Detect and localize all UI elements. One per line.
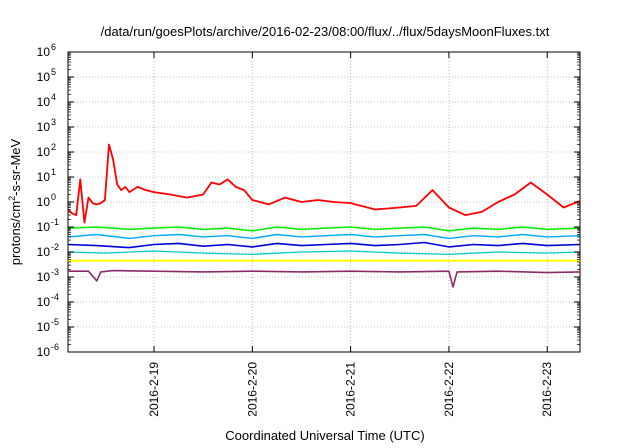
y-tick-exponent: -2	[51, 242, 59, 252]
y-axis-label-prefix: protons/cm	[8, 201, 23, 265]
series-line-5	[67, 250, 581, 256]
series-line-3	[67, 233, 581, 240]
y-tick-label: 10	[37, 245, 51, 259]
y-tick-exponent: 2	[51, 142, 56, 152]
x-axis-label: Coordinated Universal Time (UTC)	[225, 428, 424, 443]
y-tick-label: 10	[37, 320, 51, 334]
x-axis: 2016-2-19 2016-2-20 2016-2-21 2016-2-22 2016…	[147, 52, 554, 417]
series-line-4	[67, 241, 581, 249]
y-tick-label: 10	[37, 70, 51, 84]
y-tick-label: 10	[37, 45, 51, 59]
x-tick-label: 2016-2-23	[540, 362, 554, 417]
y-tick-exponent: 1	[51, 167, 56, 177]
y-axis: 10 -610 -510 -410 -310 -210 -110 010 110 210 310 41…	[37, 42, 580, 359]
y-tick-label: 10	[37, 170, 51, 184]
chart-title: /data/run/goesPlots/archive/2016-02-23/0…	[101, 24, 550, 39]
y-tick-exponent: 5	[51, 67, 56, 77]
grid	[68, 52, 580, 352]
series-line-1	[67, 143, 581, 224]
y-tick-label: 10	[37, 95, 51, 109]
y-tick-label: 10	[37, 345, 51, 359]
y-tick-label: 10	[37, 295, 51, 309]
series-line-7	[68, 269, 581, 288]
y-tick-exponent: -6	[51, 342, 59, 352]
y-tick-exponent: -5	[51, 317, 59, 327]
x-tick-label: 2016-2-22	[442, 362, 456, 417]
y-tick-exponent: 4	[51, 92, 56, 102]
y-tick-label: 10	[37, 220, 51, 234]
y-tick-exponent: -1	[51, 217, 59, 227]
x-tick-label: 2016-2-21	[344, 362, 358, 417]
y-tick-exponent: 3	[51, 117, 56, 127]
y-tick-exponent: 0	[51, 192, 56, 202]
y-tick-label: 10	[37, 120, 51, 134]
y-tick-exponent: 6	[51, 42, 56, 52]
x-tick-label: 2016-2-20	[245, 362, 259, 417]
y-tick-label: 10	[37, 270, 51, 284]
y-tick-label: 10	[37, 195, 51, 209]
series-line-2	[67, 226, 581, 232]
y-tick-exponent: -4	[51, 292, 59, 302]
y-axis-label: protons/cm2-s-sr-MeV	[7, 138, 23, 265]
y-tick-label: 10	[37, 145, 51, 159]
y-tick-exponent: -3	[51, 267, 59, 277]
x-tick-label: 2016-2-19	[147, 362, 161, 417]
y-axis-label-sup: 2	[7, 196, 17, 201]
series-group	[67, 143, 581, 288]
y-axis-label-suffix: -s-sr-MeV	[8, 138, 23, 195]
